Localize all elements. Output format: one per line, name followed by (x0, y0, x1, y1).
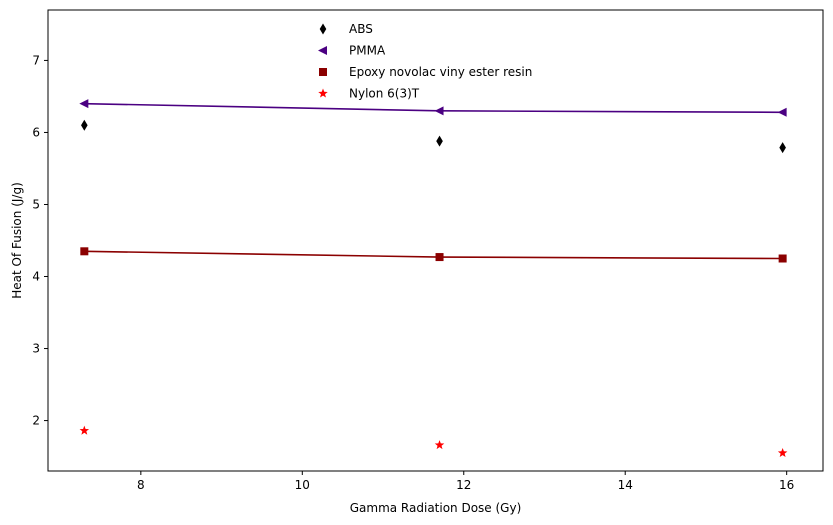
legend-item: Epoxy novolac viny ester resin (319, 65, 532, 79)
legend-item: Nylon 6(3)T (318, 87, 420, 101)
y-tick-label: 5 (32, 197, 40, 211)
y-tick-label: 4 (32, 270, 40, 284)
plot-area (48, 10, 823, 471)
legend: ABS PMMA Epoxy novolac viny ester resin Nyl… (318, 22, 532, 101)
y-tick-label: 6 (32, 125, 40, 139)
series-abs (81, 119, 786, 154)
data-point (434, 440, 445, 450)
legend-item: ABS (319, 22, 373, 36)
series-pmma (79, 99, 787, 117)
series-epoxy-novolac-viny-ester-resin (80, 247, 787, 263)
legend-marker (319, 23, 327, 35)
legend-label: Nylon 6(3)T (349, 87, 420, 101)
y-tick-label: 3 (32, 342, 40, 356)
legend-marker (319, 68, 327, 76)
x-tick-label: 12 (456, 478, 471, 492)
legend-label: ABS (349, 22, 373, 36)
y-axis-label: Heat Of Fusion (J/g) (10, 182, 24, 299)
data-point (436, 135, 443, 147)
series-layer (79, 99, 788, 458)
data-point (777, 447, 788, 458)
x-tick-label: 8 (137, 478, 145, 492)
legend-label: Epoxy novolac viny ester resin (349, 65, 532, 79)
plot-frame (47, 9, 824, 472)
legend-marker (318, 46, 327, 55)
x-tick-label: 16 (779, 478, 794, 492)
data-point (434, 106, 444, 116)
x-tick-label: 10 (295, 478, 310, 492)
data-point (81, 119, 88, 131)
y-tick-label: 7 (32, 53, 40, 67)
data-point (79, 99, 89, 109)
x-tick-label: 14 (618, 478, 633, 492)
x-axis-label: Gamma Radiation Dose (Gy) (350, 501, 522, 515)
legend-label: PMMA (349, 44, 386, 58)
data-point (777, 107, 787, 117)
series-nylon-6-3-t (79, 425, 788, 458)
data-point (778, 254, 787, 263)
data-point (80, 247, 89, 256)
data-point (435, 253, 444, 262)
legend-marker (318, 88, 328, 98)
data-point (779, 142, 786, 154)
y-tick-label: 2 (32, 414, 40, 428)
legend-item: PMMA (318, 44, 386, 58)
data-point (79, 425, 90, 435)
ticks-layer: 8 10 12 14 16 2 3 4 5 6 7 (32, 53, 794, 492)
